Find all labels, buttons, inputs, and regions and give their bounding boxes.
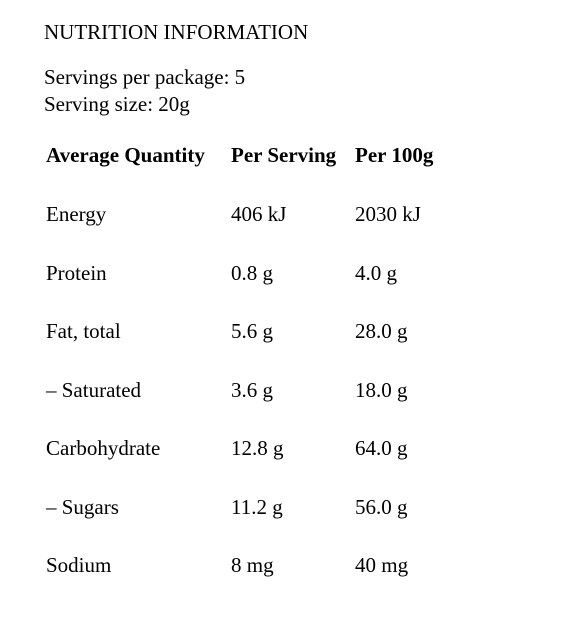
row-value: 56.0 g bbox=[355, 494, 408, 519]
servings-line: Servings per package: 5 bbox=[44, 65, 246, 89]
row-value: 18.0 g bbox=[355, 377, 408, 402]
header-cell: Average Quantity bbox=[46, 143, 205, 167]
row-value: 5.6 g bbox=[231, 319, 273, 343]
row-value: 406 kJ bbox=[231, 202, 287, 226]
row-value: 0.8 g bbox=[231, 260, 273, 285]
title: NUTRITION INFORMATION bbox=[44, 20, 309, 44]
row-value: 11.2 g bbox=[231, 494, 283, 519]
row-value: 28.0 g bbox=[355, 319, 408, 343]
row-value: 8 mg bbox=[231, 553, 274, 577]
row-value: 40 mg bbox=[355, 553, 409, 577]
row-label: Carbohydrate bbox=[46, 436, 161, 460]
row-value: 64.0 g bbox=[355, 436, 408, 460]
row-label: – Saturated bbox=[46, 377, 142, 402]
header-cell: Per 100g bbox=[355, 143, 434, 167]
row-value: 3.6 g bbox=[231, 377, 273, 402]
header-cell: Per Serving bbox=[231, 143, 337, 167]
row-label: Energy bbox=[46, 202, 107, 226]
row-label: Fat, total bbox=[46, 319, 121, 343]
row-value: 4.0 g bbox=[355, 260, 397, 285]
row-value: 12.8 g bbox=[231, 436, 284, 460]
servings-line: Serving size: 20g bbox=[44, 92, 190, 116]
row-value: 2030 kJ bbox=[355, 202, 421, 226]
row-label: – Sugars bbox=[46, 494, 119, 519]
row-label: Protein bbox=[46, 260, 107, 285]
row-label: Sodium bbox=[46, 553, 112, 577]
